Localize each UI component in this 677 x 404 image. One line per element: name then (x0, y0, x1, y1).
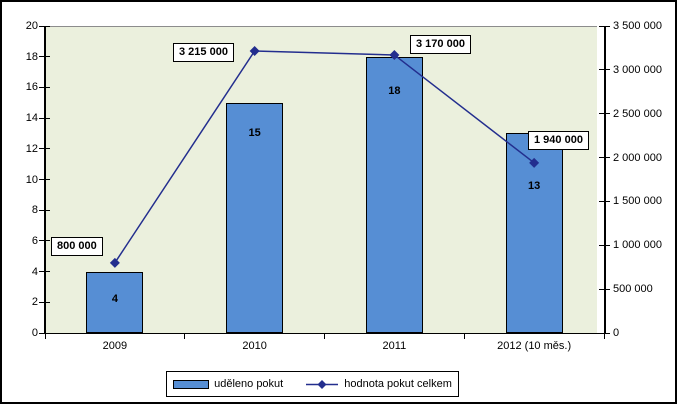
category-axis-tick (184, 333, 186, 339)
left-axis-tick-label: 16 (25, 81, 38, 94)
right-axis-tick-label: 0 (613, 327, 620, 339)
left-axis-tick-label: 18 (25, 50, 38, 63)
left-axis-tick-label: 14 (25, 112, 38, 125)
left-axis-tick-label: 2 (31, 296, 38, 309)
left-axis-tick-label: 20 (25, 20, 38, 32)
right-axis-tick-label: 1 000 000 (613, 239, 662, 252)
left-axis-tick (39, 240, 50, 242)
right-axis-tick (599, 288, 610, 290)
left-axis-tick-label: 10 (25, 173, 38, 186)
line-data-label: 3 215 000 (173, 43, 234, 62)
line-data-label: 1 940 000 (528, 131, 589, 150)
left-axis-tick (39, 25, 50, 27)
category-axis-label: 2009 (102, 340, 128, 352)
left-axis-tick (39, 179, 50, 180)
right-axis-tick-label: 500 000 (613, 283, 653, 296)
category-axis-tick (324, 333, 325, 339)
bar-data-label: 18 (388, 84, 401, 97)
left-axis-tick (39, 271, 50, 273)
bar-data-label: 13 (528, 180, 541, 193)
right-axis-tick-label: 3 500 000 (613, 20, 662, 32)
left-axis-tick-label: 8 (31, 204, 38, 217)
right-axis-tick (599, 332, 610, 334)
right-axis-tick (599, 157, 610, 159)
category-axis-label: 2011 (382, 340, 407, 352)
right-axis-tick (599, 69, 610, 71)
bar-2011 (365, 56, 423, 333)
bar-data-label: 15 (248, 126, 261, 139)
legend-label-bars: uděleno pokut (214, 378, 284, 390)
right-axis-tick-label: 1 500 000 (613, 195, 662, 208)
left-value-axis (44, 26, 46, 334)
legend: uděleno pokut hodnota pokut celkem (166, 371, 459, 397)
left-axis-tick (39, 148, 50, 150)
left-axis-tick (39, 117, 50, 119)
left-axis-tick (39, 86, 50, 88)
category-axis-tick (44, 333, 46, 339)
left-axis-tick-label: 0 (31, 327, 38, 339)
right-axis-tick (599, 244, 610, 246)
legend-item-bars: uděleno pokut (173, 378, 283, 390)
right-axis-tick (599, 25, 610, 27)
line-series-swatch-icon (306, 379, 339, 389)
left-axis-tick-label: 6 (31, 234, 38, 247)
legend-label-line: hodnota pokut celkem (344, 378, 452, 390)
right-axis-tick-label: 2 500 000 (613, 107, 662, 120)
category-axis-label: 2012 (10 měs.) (497, 340, 572, 352)
category-axis-tick (603, 333, 605, 339)
top-gridline (45, 26, 597, 27)
bar-2012 (10 měs.) (505, 133, 563, 333)
line-data-label: 3 170 000 (410, 35, 471, 54)
right-axis-tick-label: 2 000 000 (613, 151, 662, 164)
legend-item-line: hodnota pokut celkem (305, 378, 452, 390)
bar-2009 (86, 271, 144, 333)
right-axis-tick (599, 200, 610, 202)
line-data-label: 800 000 (51, 237, 103, 256)
bar-series-swatch-icon (173, 379, 210, 389)
right-axis-tick-label: 3 000 000 (613, 63, 662, 76)
left-axis-tick (39, 56, 50, 58)
right-value-axis (604, 26, 606, 334)
left-axis-tick-label: 4 (31, 265, 38, 278)
category-axis-label: 2010 (242, 340, 267, 352)
bar-data-label: 4 (111, 292, 118, 305)
left-axis-tick-label: 12 (25, 142, 38, 155)
left-axis-tick (39, 209, 50, 211)
right-axis-tick (599, 113, 610, 115)
left-axis-tick (39, 301, 50, 303)
category-axis-tick (463, 333, 465, 339)
